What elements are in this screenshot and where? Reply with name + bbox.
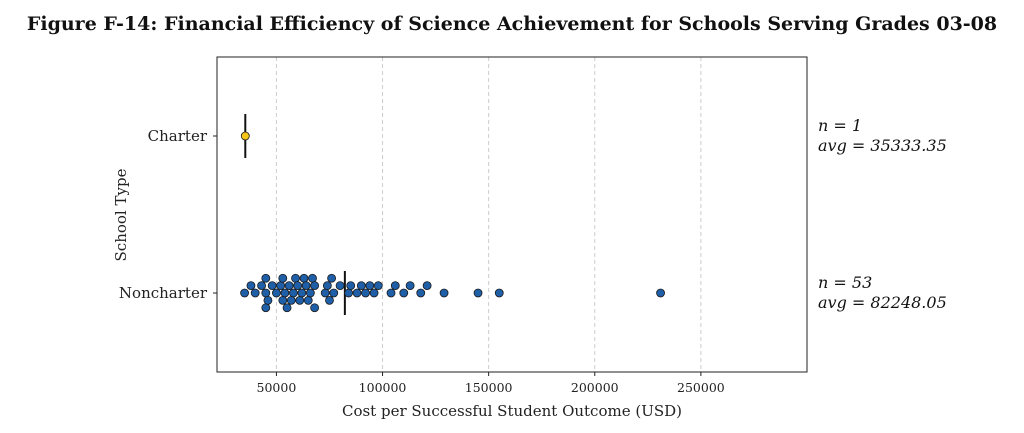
- data-point: [240, 288, 249, 298]
- data-point: [250, 288, 260, 298]
- data-points: [240, 131, 665, 313]
- data-point: [267, 281, 277, 291]
- data-point: [439, 288, 449, 298]
- data-point: [293, 281, 303, 291]
- annotation-count: n = 1: [818, 116, 862, 135]
- data-point: [310, 281, 320, 291]
- data-point: [305, 288, 315, 298]
- x-tick-label: 250000: [677, 380, 725, 395]
- data-point: [297, 288, 307, 298]
- data-point: [310, 303, 320, 313]
- data-point: [346, 281, 356, 291]
- x-tick-label: 200000: [571, 380, 619, 395]
- data-point: [276, 281, 286, 291]
- data-point: [329, 288, 339, 298]
- data-point: [280, 288, 290, 298]
- x-axis-ticks: 50000 100000 150000 200000 250000: [257, 372, 725, 395]
- data-point: [344, 288, 353, 298]
- data-point: [291, 273, 300, 283]
- data-point: [303, 295, 313, 305]
- plot-frame: [216, 56, 808, 373]
- data-point: [263, 295, 273, 305]
- data-point: [399, 288, 409, 298]
- data-point: [335, 281, 345, 291]
- data-point: [390, 281, 400, 291]
- y-tick-label: Charter: [148, 127, 208, 145]
- x-tick-label: 100000: [359, 380, 407, 395]
- data-point: [405, 281, 415, 291]
- annotation-average: avg = 82248.05: [818, 293, 947, 312]
- data-point: [327, 273, 337, 283]
- data-point: [278, 273, 288, 283]
- data-point: [289, 288, 298, 298]
- grid: [275, 57, 702, 372]
- y-axis-categories: Charter Noncharter: [119, 127, 217, 302]
- y-tick-label: Noncharter: [119, 284, 208, 302]
- data-point: [325, 295, 334, 305]
- chart-title: Figure F-14: Financial Efficiency of Sci…: [27, 13, 997, 35]
- data-point: [278, 295, 288, 305]
- data-point: [473, 288, 483, 298]
- data-point: [261, 288, 271, 298]
- x-tick-label: 50000: [257, 380, 297, 395]
- data-point: [246, 281, 256, 291]
- data-point: [261, 273, 271, 283]
- data-point: [416, 288, 426, 298]
- data-point: [308, 273, 317, 283]
- data-point: [369, 288, 379, 298]
- data-point: [356, 281, 366, 291]
- data-point: [257, 281, 266, 291]
- data-point: [494, 288, 504, 298]
- data-point: [656, 288, 665, 298]
- data-point: [295, 295, 305, 305]
- data-point: [386, 288, 396, 298]
- data-point: [284, 281, 294, 291]
- y-axis-label: School Type: [112, 168, 130, 261]
- data-point: [272, 288, 281, 298]
- data-point: [299, 273, 309, 283]
- data-point: [240, 131, 250, 141]
- data-point: [286, 295, 296, 305]
- data-point: [352, 288, 362, 298]
- data-point: [301, 281, 311, 291]
- data-point: [282, 303, 292, 313]
- annotation-average: avg = 35333.35: [818, 136, 947, 155]
- data-point: [365, 281, 375, 291]
- data-point: [320, 288, 330, 298]
- data-point: [422, 281, 432, 291]
- data-point: [373, 281, 383, 291]
- data-point: [361, 288, 370, 298]
- x-tick-label: 150000: [465, 380, 513, 395]
- x-axis-label: Cost per Successful Student Outcome (USD…: [342, 402, 682, 420]
- data-point: [322, 281, 332, 291]
- annotation-count: n = 53: [818, 273, 872, 292]
- data-point: [261, 303, 271, 313]
